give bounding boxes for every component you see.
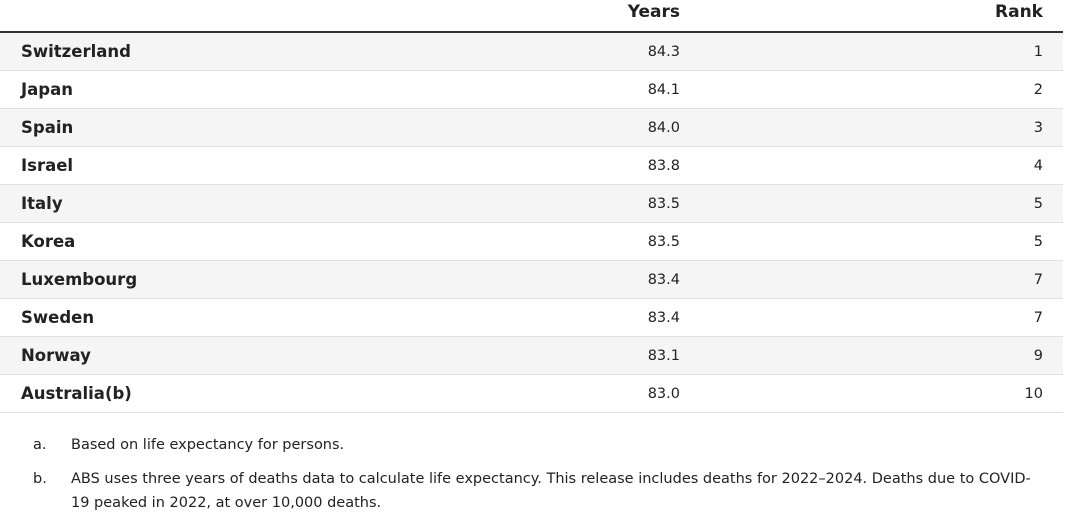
rank-cell: 3 <box>983 108 1063 147</box>
table-row: Japan 84.1 2 <box>0 70 1063 109</box>
rank-cell: 10 <box>983 374 1063 413</box>
rank-cell: 1 <box>983 32 1063 71</box>
years-cell: 83.0 <box>620 374 983 413</box>
years-cell: 84.1 <box>620 70 983 109</box>
header-blank <box>0 0 620 33</box>
country-cell: Japan <box>0 70 620 109</box>
rank-cell: 4 <box>983 146 1063 185</box>
note-marker: a. <box>33 437 47 453</box>
header-rank: Rank <box>983 0 1063 33</box>
table-row: Norway 83.1 9 <box>0 336 1063 375</box>
country-cell: Spain <box>0 108 620 147</box>
rank-cell: 9 <box>983 336 1063 375</box>
country-cell: Switzerland <box>0 32 620 71</box>
table-row: Luxembourg 83.4 7 <box>0 260 1063 299</box>
country-cell: Israel <box>0 146 620 185</box>
years-cell: 83.1 <box>620 336 983 375</box>
note-marker: b. <box>33 471 47 487</box>
table-row: Spain 84.0 3 <box>0 108 1063 147</box>
note: b. ABS uses three years of deaths data to… <box>0 467 1063 515</box>
table-row: Australia(b) 83.0 10 <box>0 374 1063 413</box>
country-cell: Italy <box>0 184 620 223</box>
rank-cell: 7 <box>983 260 1063 299</box>
header-years: Years <box>620 0 983 33</box>
years-cell: 84.3 <box>620 32 983 71</box>
table-header: Years Rank <box>0 0 1063 33</box>
years-cell: 83.5 <box>620 222 983 261</box>
years-cell: 83.4 <box>620 298 983 337</box>
table-row: Korea 83.5 5 <box>0 222 1063 261</box>
rank-cell: 5 <box>983 184 1063 223</box>
rank-cell: 2 <box>983 70 1063 109</box>
notes: a. Based on life expectancy for persons. b… <box>0 433 1063 525</box>
table-row: Israel 83.8 4 <box>0 146 1063 185</box>
years-cell: 84.0 <box>620 108 983 147</box>
table-row: Italy 83.5 5 <box>0 184 1063 223</box>
years-cell: 83.5 <box>620 184 983 223</box>
note-text: Based on life expectancy for persons. <box>71 437 345 453</box>
country-cell: Korea <box>0 222 620 261</box>
table-row: Sweden 83.4 7 <box>0 298 1063 337</box>
country-cell: Australia(b) <box>0 374 620 413</box>
header-row: Years Rank <box>0 0 1063 33</box>
rank-cell: 5 <box>983 222 1063 261</box>
life-expectancy-table: Years Rank Switzerland 84.3 1 Japan 84.1 2 Spa… <box>0 0 1063 413</box>
table-row: Switzerland 84.3 1 <box>0 32 1063 71</box>
table-body: Switzerland 84.3 1 Japan 84.1 2 Spain 84.0 3 Isra… <box>0 32 1063 413</box>
note: a. Based on life expectancy for persons. <box>0 433 1063 457</box>
years-cell: 83.8 <box>620 146 983 185</box>
country-cell: Luxembourg <box>0 260 620 299</box>
note-text: ABS uses three years of deaths data to c… <box>71 471 1031 511</box>
rank-cell: 7 <box>983 298 1063 337</box>
country-cell: Norway <box>0 336 620 375</box>
years-cell: 83.4 <box>620 260 983 299</box>
country-cell: Sweden <box>0 298 620 337</box>
